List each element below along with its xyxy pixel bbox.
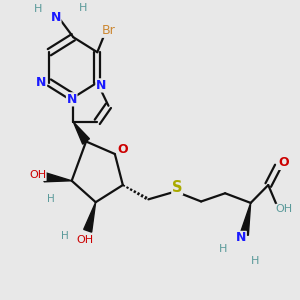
Text: N: N (36, 76, 46, 89)
Text: N: N (96, 79, 106, 92)
Text: H: H (251, 256, 260, 266)
Text: H: H (61, 231, 69, 241)
Text: N: N (236, 231, 246, 244)
Polygon shape (44, 172, 72, 182)
Polygon shape (73, 122, 89, 144)
Text: O: O (278, 156, 289, 170)
Polygon shape (84, 202, 96, 232)
Text: H: H (219, 244, 228, 254)
Text: Br: Br (102, 24, 116, 37)
Text: H: H (34, 4, 42, 14)
Text: N: N (67, 93, 77, 106)
Text: O: O (118, 143, 128, 156)
Polygon shape (240, 203, 251, 236)
Text: H: H (79, 3, 87, 13)
Text: N: N (50, 11, 61, 24)
Text: S: S (172, 180, 182, 195)
Text: OH: OH (76, 235, 93, 245)
Text: OH: OH (276, 204, 293, 214)
Text: H: H (47, 194, 55, 204)
Text: OH: OH (29, 170, 46, 180)
